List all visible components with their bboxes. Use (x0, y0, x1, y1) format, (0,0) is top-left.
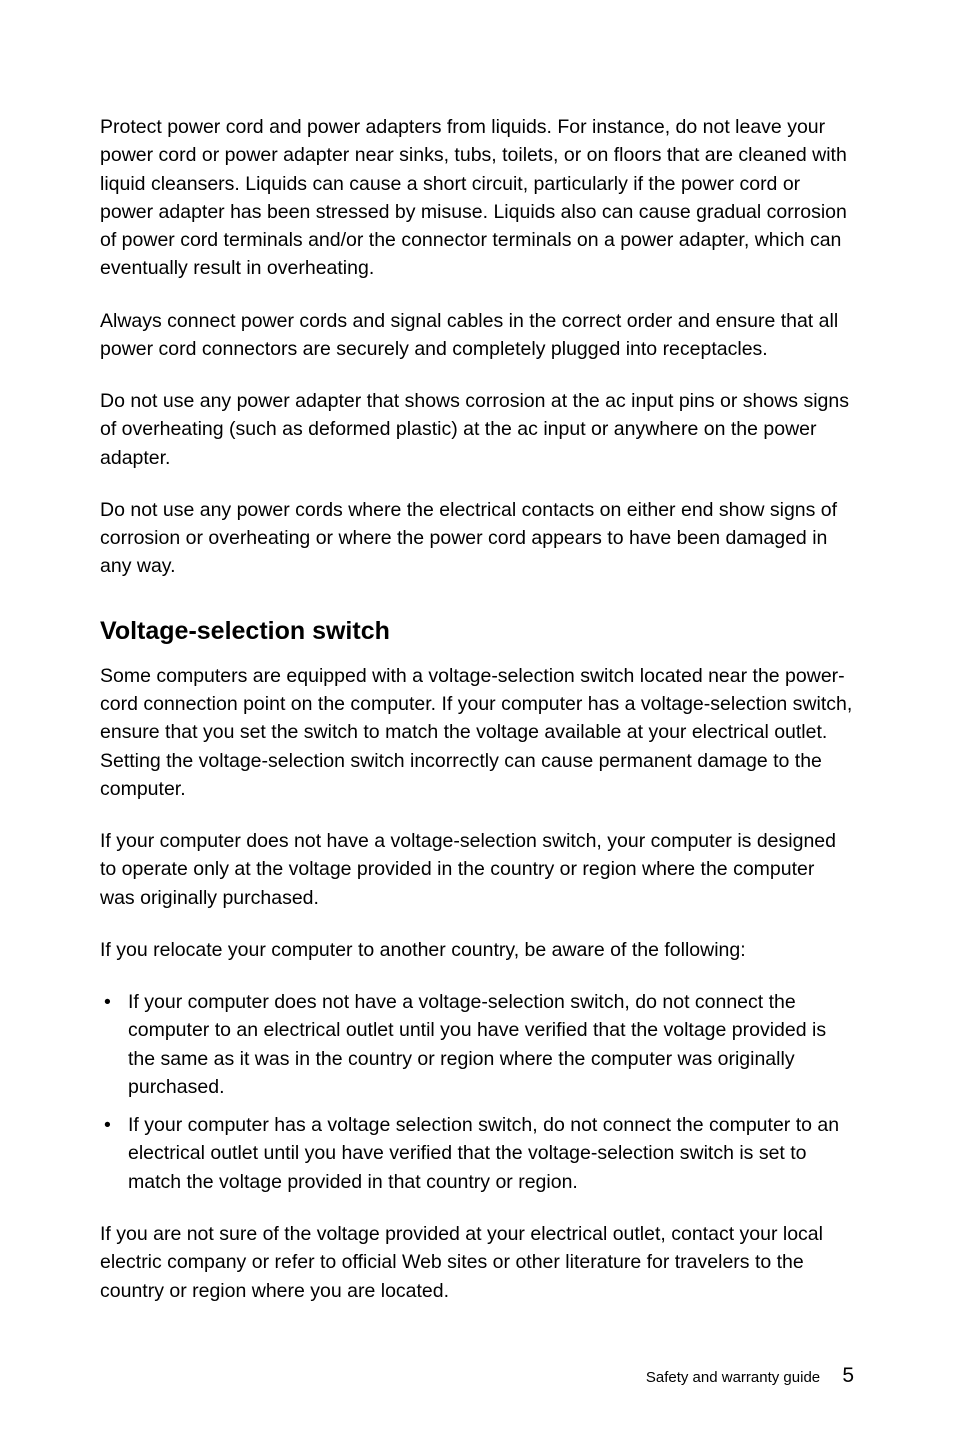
body-paragraph: Always connect power cords and signal ca… (100, 307, 854, 364)
body-paragraph: If your computer does not have a voltage… (100, 827, 854, 912)
footer-label: Safety and warranty guide (646, 1369, 820, 1386)
page-number: 5 (842, 1364, 854, 1387)
list-item: If your computer does not have a voltage… (100, 988, 854, 1101)
bullet-list: If your computer does not have a voltage… (100, 988, 854, 1196)
body-paragraph: If you are not sure of the voltage provi… (100, 1220, 854, 1305)
section-heading: Voltage-selection switch (100, 617, 854, 646)
body-paragraph: Do not use any power adapter that shows … (100, 387, 854, 472)
body-paragraph: Some computers are equipped with a volta… (100, 662, 854, 803)
body-paragraph: If you relocate your computer to another… (100, 936, 854, 964)
page-footer: Safety and warranty guide 5 (646, 1364, 854, 1388)
list-item: If your computer has a voltage selection… (100, 1111, 854, 1196)
body-paragraph: Do not use any power cords where the ele… (100, 496, 854, 581)
body-paragraph: Protect power cord and power adapters fr… (100, 113, 854, 283)
